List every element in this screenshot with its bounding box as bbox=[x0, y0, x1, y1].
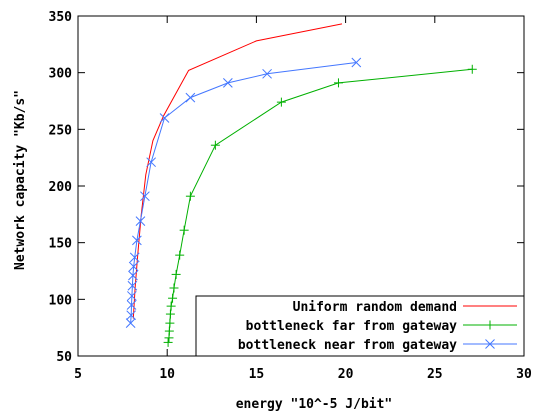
x-tick-label: 25 bbox=[427, 367, 443, 382]
series-line bbox=[132, 23, 343, 319]
y-tick-label: 150 bbox=[49, 237, 73, 252]
data-point bbox=[223, 78, 233, 88]
data-point bbox=[126, 300, 137, 310]
data-point bbox=[175, 250, 185, 260]
data-point bbox=[165, 309, 175, 319]
y-tick-label: 50 bbox=[56, 350, 72, 365]
x-tick-label: 30 bbox=[516, 367, 532, 382]
legend-marker bbox=[485, 339, 495, 349]
data-point bbox=[132, 235, 142, 246]
data-point bbox=[210, 140, 220, 150]
data-point bbox=[166, 301, 176, 311]
data-point bbox=[140, 191, 150, 202]
legend-label: Uniform random demand bbox=[293, 300, 457, 315]
data-point bbox=[185, 191, 195, 201]
y-axis-label: Network capacity "Kb/s" bbox=[13, 90, 28, 270]
data-point bbox=[135, 216, 146, 226]
y-tick-label: 350 bbox=[49, 10, 73, 25]
x-tick-label: 10 bbox=[159, 367, 175, 382]
data-point bbox=[171, 269, 181, 279]
x-axis-label: energy "10^-5 J/bit" bbox=[236, 397, 393, 412]
y-tick-label: 300 bbox=[49, 67, 73, 82]
series-0 bbox=[132, 23, 343, 319]
data-point bbox=[129, 252, 140, 263]
data-point bbox=[164, 326, 174, 336]
series-2 bbox=[125, 57, 362, 328]
data-point bbox=[128, 270, 138, 281]
series-line bbox=[130, 62, 357, 324]
data-point bbox=[351, 57, 362, 68]
data-point bbox=[262, 68, 272, 79]
data-point bbox=[169, 283, 179, 293]
y-tick-label: 200 bbox=[49, 180, 73, 195]
data-point bbox=[333, 78, 343, 88]
x-tick-label: 20 bbox=[338, 367, 354, 382]
data-point bbox=[126, 310, 137, 321]
data-point bbox=[165, 318, 175, 328]
data-point bbox=[168, 293, 178, 303]
x-tick-label: 15 bbox=[249, 367, 265, 382]
x-tick-label: 5 bbox=[74, 367, 82, 382]
data-point bbox=[163, 337, 173, 347]
legend-label: bottleneck far from gateway bbox=[246, 319, 457, 334]
series-1 bbox=[163, 64, 477, 347]
data-point bbox=[127, 280, 138, 291]
y-tick-label: 250 bbox=[49, 123, 73, 138]
data-point bbox=[127, 291, 137, 301]
data-point bbox=[276, 97, 286, 107]
data-point bbox=[467, 64, 477, 74]
data-point bbox=[125, 318, 136, 328]
data-point bbox=[179, 225, 189, 235]
data-point bbox=[159, 113, 170, 123]
legend-label: bottleneck near from gateway bbox=[238, 338, 457, 353]
data-point bbox=[128, 261, 139, 272]
legend-marker bbox=[485, 320, 495, 330]
data-point bbox=[185, 92, 196, 103]
series-layer bbox=[125, 23, 477, 347]
legend: Uniform random demand bottleneck far from… bbox=[195, 295, 525, 357]
data-point bbox=[146, 157, 156, 168]
axis-ticks: 5 10 15 20 25 30 50 100 150 200 250 300 350 bbox=[49, 10, 532, 382]
y-tick-label: 100 bbox=[49, 293, 73, 308]
